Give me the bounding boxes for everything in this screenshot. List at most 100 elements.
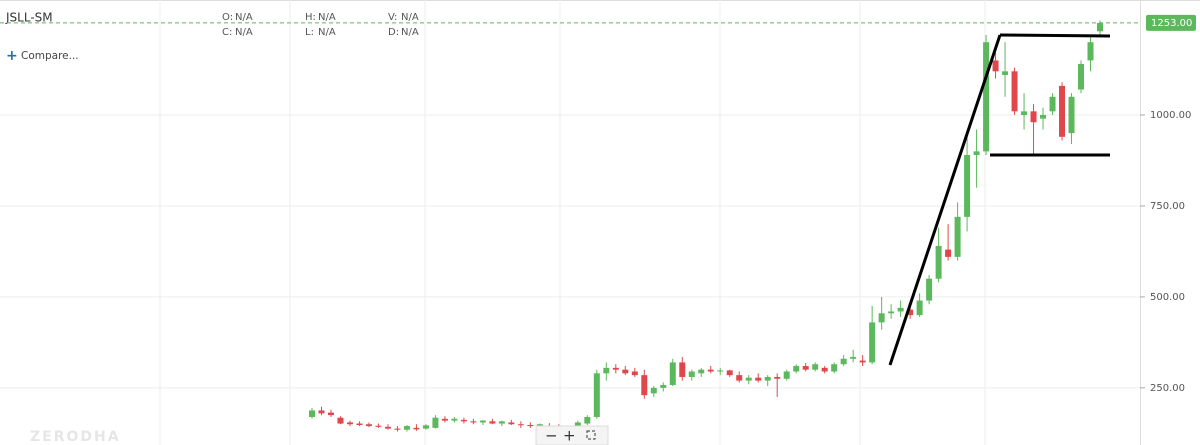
candle-body: [992, 60, 999, 72]
candle-body: [1059, 85, 1066, 137]
trend-line: [888, 34, 1002, 366]
candle-body: [309, 410, 315, 417]
legend-label: L:: [305, 27, 314, 38]
y-tick-label: 1000.00: [1150, 110, 1191, 121]
last-price-tag: [1146, 14, 1196, 31]
candle-body: [327, 412, 334, 416]
candle-body: [422, 425, 429, 429]
candle-body: [793, 366, 800, 372]
legend-value: N/A: [318, 27, 336, 38]
candle-body: [717, 370, 724, 372]
symbol: JSLL-SM: [5, 11, 53, 25]
candle-body: [831, 364, 838, 372]
candle-body: [897, 307, 904, 312]
candle-body: [916, 300, 923, 316]
candle-body: [441, 418, 448, 421]
candle-body: [964, 155, 971, 217]
ohlc-legend: O: N/A H: N/A V: N/AC: N/A L: N/A D: N/A: [222, 12, 419, 38]
candle-body: [745, 377, 752, 381]
candle-body: [1068, 96, 1075, 134]
candle-body: [470, 421, 477, 423]
candle-body: [574, 422, 581, 428]
candle-body: [869, 322, 876, 363]
candle-body: [840, 358, 847, 365]
price-grid: 250.00 500.00 750.00 1000.00: [0, 110, 1191, 394]
candle-body: [650, 387, 657, 394]
candle-body: [736, 375, 743, 381]
legend-label: H:: [305, 12, 316, 23]
candle-body: [451, 418, 458, 421]
candle-body: [973, 151, 980, 156]
candle-body: [365, 424, 372, 427]
candle-body: [812, 364, 819, 370]
candle-body: [1021, 111, 1028, 115]
legend-label: C:: [222, 27, 232, 38]
candle-body: [536, 424, 543, 427]
candle-body: [764, 376, 771, 381]
candle-body: [1097, 22, 1103, 32]
candle-body: [622, 369, 629, 374]
candle-body: [432, 417, 439, 428]
candle-body: [926, 278, 933, 301]
zoom-toolbar: − +: [535, 425, 609, 445]
candle-body: [403, 426, 410, 430]
candle-body: [584, 416, 591, 424]
compare-icon[interactable]: +: [6, 48, 18, 64]
candle-body: [954, 216, 961, 257]
candle-body: [641, 375, 648, 396]
candle-body: [679, 362, 686, 377]
candle-body: [669, 362, 676, 385]
candle-body: [318, 410, 325, 414]
candles: [309, 20, 1103, 433]
candle-body: [508, 422, 515, 425]
candle-body: [707, 369, 714, 372]
watermark: ZERODHA: [30, 429, 121, 445]
candle-body: [346, 422, 353, 425]
candle-body: [498, 421, 505, 424]
candle-body: [517, 424, 524, 426]
candle-body: [375, 425, 382, 427]
last-price: 1253.00: [0, 14, 1196, 31]
candle-body: [907, 309, 914, 316]
candle-body: [726, 370, 733, 376]
candle-body: [603, 367, 610, 374]
candle-body: [821, 367, 828, 372]
candle-body: [1049, 96, 1056, 112]
candle-body: [774, 376, 781, 379]
compare-button[interactable]: Compare...: [21, 50, 79, 62]
resistance-line: [999, 33, 1111, 38]
candle-body: [612, 367, 619, 370]
candle-body: [878, 313, 885, 323]
candle-body: [489, 421, 496, 424]
fullscreen[interactable]: [586, 430, 596, 440]
candle-body: [888, 311, 895, 314]
candle-body: [384, 426, 391, 429]
legend-label: V:: [388, 12, 397, 23]
y-tick-label: 750.00: [1150, 201, 1185, 212]
candle-body: [783, 371, 790, 379]
candle-body: [1040, 114, 1047, 119]
candle-body: [859, 360, 866, 363]
candle-body: [1078, 64, 1085, 90]
candle-body: [850, 356, 857, 359]
candle-body: [593, 373, 600, 417]
candle-body: [935, 245, 942, 279]
legend-value: N/A: [235, 12, 253, 23]
y-tick-label: 500.00: [1150, 292, 1185, 303]
candle-body: [983, 42, 990, 152]
candle-body: [479, 420, 486, 423]
candle-body: [660, 384, 667, 388]
candle-body: [394, 428, 401, 430]
candle-body: [356, 423, 363, 425]
candle-body: [413, 427, 420, 430]
zoom-out[interactable]: −: [545, 427, 558, 445]
legend-value: N/A: [401, 12, 419, 23]
legend-value: N/A: [401, 27, 419, 38]
candle-body: [688, 371, 695, 377]
zoom-in[interactable]: +: [563, 427, 576, 445]
time-grid: [159, 0, 986, 445]
drawings: [888, 33, 1111, 366]
candle-body: [1011, 71, 1018, 112]
candle-body: [755, 377, 762, 381]
